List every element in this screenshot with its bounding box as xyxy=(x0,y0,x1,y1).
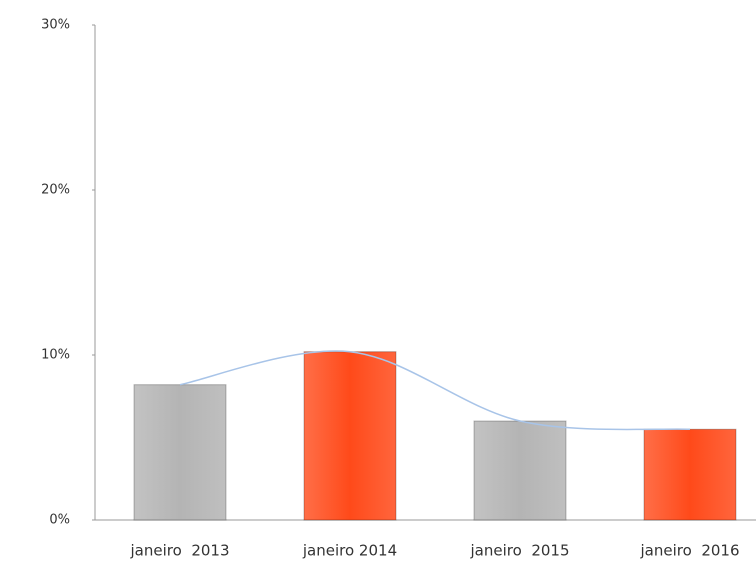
y-tick-label: 20% xyxy=(41,183,70,198)
x-tick-label: janeiro 2013 xyxy=(130,542,230,560)
x-tick-label: janeiro 2016 xyxy=(640,542,740,560)
bar xyxy=(133,384,227,521)
bar xyxy=(303,351,397,521)
y-tick-label: 10% xyxy=(41,348,70,363)
x-tick-label: janeiro 2015 xyxy=(470,542,570,560)
bar xyxy=(473,420,567,521)
bar xyxy=(643,428,737,521)
y-tick-label: 0% xyxy=(49,513,70,528)
x-tick-label: janeiro 2014 xyxy=(302,542,397,560)
y-tick-label: 30% xyxy=(41,18,70,33)
trend-line xyxy=(179,350,691,431)
